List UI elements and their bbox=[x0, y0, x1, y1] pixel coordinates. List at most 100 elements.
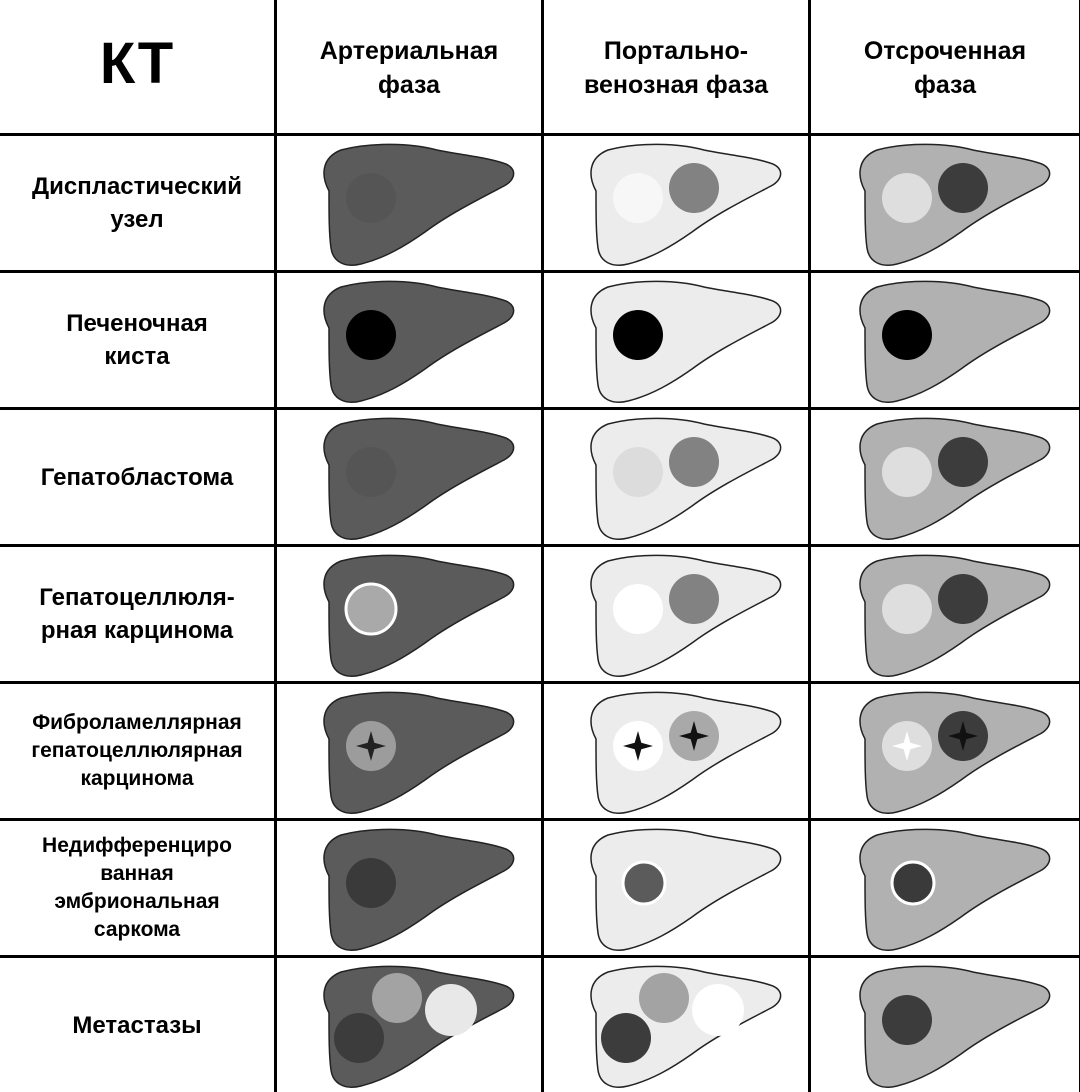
row-label: Метастазы bbox=[0, 958, 274, 1092]
liver-illustration bbox=[590, 965, 782, 1088]
central-scar-icon bbox=[356, 731, 386, 761]
header-portal-venous-phase: Портально- венозная фаза bbox=[544, 0, 808, 133]
row-label-line: Метастазы bbox=[72, 1011, 202, 1039]
liver-illustration bbox=[859, 554, 1051, 677]
lesion bbox=[692, 984, 744, 1036]
lesion bbox=[601, 1013, 651, 1063]
lesion bbox=[425, 984, 477, 1036]
row-label-line: Печеночная bbox=[66, 310, 208, 337]
liver-illustration bbox=[323, 417, 515, 540]
liver-illustration bbox=[323, 554, 515, 677]
row-label-line: Фиброламеллярная bbox=[32, 711, 242, 734]
lesion bbox=[346, 447, 396, 497]
row-label-line: узел bbox=[110, 206, 164, 233]
liver-diagram-arterial bbox=[277, 410, 541, 544]
table-title: КТ bbox=[0, 0, 274, 133]
lesion bbox=[346, 858, 396, 908]
liver-diagram-arterial bbox=[277, 821, 541, 955]
liver-illustration bbox=[859, 828, 1051, 951]
liver-diagram-arterial bbox=[277, 684, 541, 818]
liver-diagram-arterial bbox=[277, 136, 541, 270]
header-line: венозная фаза bbox=[583, 71, 769, 99]
row-label-line: Диспластический bbox=[32, 173, 242, 200]
liver-diagram-delayed bbox=[811, 684, 1079, 818]
lesion bbox=[621, 860, 667, 906]
liver-illustration bbox=[323, 691, 515, 814]
liver-diagram-portal bbox=[544, 136, 808, 270]
row-label: Печеночная киста bbox=[0, 273, 274, 407]
row-label: Гепатобластома bbox=[0, 410, 274, 544]
row-label-line: Недифференциро bbox=[42, 834, 232, 857]
lesion bbox=[882, 310, 932, 360]
row-label-line: гепатоцеллюлярная bbox=[31, 739, 243, 762]
liver-diagram-delayed bbox=[811, 958, 1079, 1092]
liver-illustration bbox=[323, 828, 515, 951]
liver-diagram-arterial bbox=[277, 547, 541, 681]
liver-illustration bbox=[323, 280, 515, 403]
central-scar-icon bbox=[679, 721, 709, 751]
liver-diagram-portal bbox=[544, 273, 808, 407]
lesion bbox=[613, 584, 663, 634]
row-label-line: Гепатоцеллюля- bbox=[39, 584, 235, 611]
liver-diagram-arterial bbox=[277, 958, 541, 1092]
row-label-line: Гепатобластома bbox=[40, 463, 234, 491]
liver-illustration bbox=[590, 417, 782, 540]
row-label-line: карцинома bbox=[80, 767, 194, 790]
lesion bbox=[669, 574, 719, 624]
lesion bbox=[938, 163, 988, 213]
row-label-line: киста bbox=[104, 343, 170, 370]
lesion bbox=[346, 173, 396, 223]
lesion bbox=[938, 437, 988, 487]
lesion bbox=[639, 973, 689, 1023]
header-line: Портально- bbox=[603, 37, 749, 65]
lesion bbox=[669, 437, 719, 487]
header-line: Отсроченная bbox=[863, 37, 1027, 65]
lesion bbox=[344, 582, 398, 636]
liver-diagram-portal bbox=[544, 821, 808, 955]
row-label-line: саркома bbox=[93, 918, 181, 941]
liver-diagram-portal bbox=[544, 410, 808, 544]
lesion bbox=[882, 584, 932, 634]
liver-diagram-portal bbox=[544, 547, 808, 681]
liver-illustration bbox=[859, 417, 1051, 540]
row-label: Недифференциро ванная эмбриональная саркома bbox=[0, 821, 274, 955]
header-line: фаза bbox=[377, 71, 441, 99]
lesion bbox=[334, 1013, 384, 1063]
row-label: Фиброламеллярная гепатоцеллюлярная карцино… bbox=[0, 684, 274, 818]
central-scar-icon bbox=[623, 731, 653, 761]
central-scar-icon bbox=[892, 731, 922, 761]
lesion bbox=[372, 973, 422, 1023]
lesion bbox=[613, 173, 663, 223]
liver-illustration bbox=[590, 143, 782, 266]
row-label-line: ванная bbox=[100, 862, 174, 885]
row-label: Гепатоцеллюля-рная карцинома bbox=[0, 547, 274, 681]
lesion bbox=[890, 860, 936, 906]
liver-illustration bbox=[590, 554, 782, 677]
liver-illustration bbox=[859, 280, 1051, 403]
liver-illustration bbox=[590, 691, 782, 814]
header-delayed-phase: Отсроченная фаза bbox=[811, 0, 1079, 133]
lesion bbox=[882, 995, 932, 1045]
liver-illustration bbox=[859, 143, 1051, 266]
row-label: Диспластический узел bbox=[0, 136, 274, 270]
liver-diagram-arterial bbox=[277, 273, 541, 407]
lesion bbox=[938, 574, 988, 624]
lesion bbox=[882, 447, 932, 497]
header-line: фаза bbox=[913, 71, 977, 99]
liver-illustration bbox=[323, 965, 515, 1088]
liver-diagram-delayed bbox=[811, 410, 1079, 544]
lesion bbox=[613, 310, 663, 360]
liver-diagram-delayed bbox=[811, 136, 1079, 270]
row-label-line: рная карцинома bbox=[40, 617, 234, 644]
liver-shape bbox=[859, 828, 1051, 951]
liver-diagram-delayed bbox=[811, 821, 1079, 955]
liver-diagram-portal bbox=[544, 684, 808, 818]
liver-diagram-portal bbox=[544, 958, 808, 1092]
lesion bbox=[882, 173, 932, 223]
liver-shape bbox=[590, 828, 782, 951]
liver-diagram-delayed bbox=[811, 273, 1079, 407]
liver-illustration bbox=[590, 828, 782, 951]
header-line: Артериальная bbox=[319, 37, 499, 65]
central-scar-icon bbox=[948, 721, 978, 751]
